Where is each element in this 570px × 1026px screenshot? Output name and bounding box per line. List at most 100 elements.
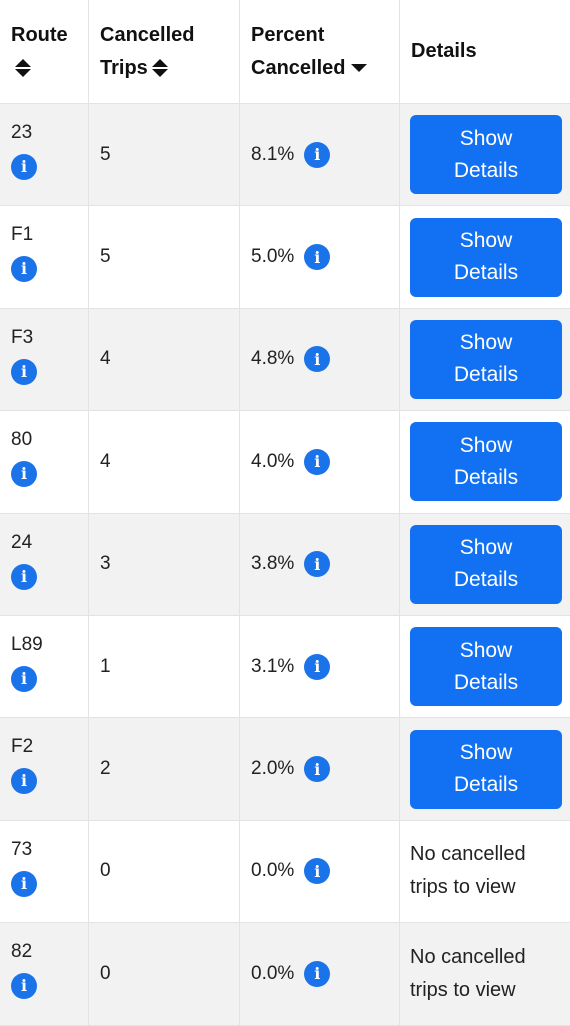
cancelled-trips-value: 4	[100, 450, 111, 472]
info-icon[interactable]: i	[304, 551, 331, 578]
percent-value: 2.0%	[251, 758, 295, 780]
show-details-label-line2: Details	[453, 670, 519, 694]
percent-value: 3.8%	[251, 553, 295, 575]
header-cancelled-trips[interactable]: Cancelled Trips	[89, 0, 240, 104]
show-details-button[interactable]: Show Details	[410, 319, 562, 399]
percent-value: 4.8%	[251, 348, 295, 370]
info-icon[interactable]: i	[11, 256, 37, 283]
info-icon[interactable]: i	[304, 448, 331, 475]
cancelled-trips-value: 0	[100, 962, 111, 984]
cancelled-trips-cell: 4	[89, 308, 240, 412]
show-details-button[interactable]: Show Details	[410, 524, 562, 604]
info-icon[interactable]: i	[11, 358, 37, 385]
cancelled-trips-cell: 2	[89, 718, 240, 821]
show-details-label-line1: Show	[459, 638, 513, 662]
no-details-text: No cancelled trips to view	[410, 838, 526, 904]
no-details-line2: trips to view	[410, 876, 516, 899]
show-details-button[interactable]: Show Details	[410, 217, 562, 297]
cancelled-trips-cell: 0	[89, 820, 240, 924]
route-cell: 80 i	[0, 411, 89, 514]
info-icon[interactable]: i	[304, 346, 331, 373]
header-percent-label: Percent	[251, 23, 325, 46]
route-cell: F3 i	[0, 308, 89, 412]
details-cell: Show Details	[400, 718, 570, 821]
route-cell: 24 i	[0, 513, 89, 616]
sort-both-icon[interactable]	[151, 59, 168, 78]
info-icon[interactable]: i	[304, 653, 331, 680]
show-details-label-line2: Details	[453, 158, 519, 182]
show-details-button[interactable]: Show Details	[410, 422, 562, 502]
route-number: L89	[11, 633, 43, 655]
route-number: F3	[11, 326, 34, 348]
header-trips-label: Trips	[100, 56, 148, 79]
show-details-label-line1: Show	[459, 331, 513, 355]
percent-value: 8.1%	[251, 143, 295, 165]
header-percent-cancelled[interactable]: Percent Cancelled	[240, 0, 400, 104]
route-number: F1	[11, 224, 34, 246]
header-cancelled-label: Cancelled	[100, 23, 195, 46]
route-cell: L89 i	[0, 615, 89, 719]
percent-cancelled-cell: 2.0% i	[240, 718, 400, 821]
route-cell: 23 i	[0, 104, 89, 207]
show-details-label-line1: Show	[459, 741, 513, 765]
details-cell: Show Details	[400, 206, 570, 309]
cancelled-trips-value: 5	[100, 246, 111, 268]
cancelled-trips-cell: 4	[89, 411, 240, 514]
percent-cancelled-cell: 3.1% i	[240, 615, 400, 719]
cancelled-trips-value: 4	[100, 348, 111, 370]
info-icon[interactable]: i	[11, 461, 37, 488]
show-details-button[interactable]: Show Details	[410, 627, 562, 707]
percent-cancelled-cell: 4.0% i	[240, 411, 400, 514]
no-details-line1: No cancelled	[410, 945, 526, 968]
show-details-label-line1: Show	[459, 433, 513, 457]
info-icon[interactable]: i	[11, 665, 37, 692]
no-details-text: No cancelled trips to view	[410, 941, 526, 1007]
details-cell: No cancelled trips to view	[400, 820, 570, 924]
info-icon[interactable]: i	[11, 768, 37, 795]
details-cell: Show Details	[400, 615, 570, 719]
header-route[interactable]: Route	[0, 0, 89, 104]
details-cell: Show Details	[400, 104, 570, 207]
route-cell: F1 i	[0, 206, 89, 309]
percent-value: 4.0%	[251, 450, 295, 472]
show-details-label-line2: Details	[453, 465, 519, 489]
cancelled-trips-cell: 5	[89, 206, 240, 309]
percent-cancelled-cell: 3.8% i	[240, 513, 400, 616]
info-icon[interactable]: i	[11, 154, 37, 180]
percent-cancelled-cell: 8.1% i	[240, 104, 400, 207]
sort-both-icon[interactable]	[15, 59, 31, 78]
cancelled-trips-cell: 3	[89, 513, 240, 616]
show-details-label-line2: Details	[453, 568, 519, 592]
details-cell: Show Details	[400, 513, 570, 616]
info-icon[interactable]: i	[304, 141, 331, 168]
show-details-label-line1: Show	[459, 126, 513, 150]
percent-cancelled-cell: 0.0% i	[240, 923, 400, 1026]
info-icon[interactable]: i	[304, 756, 331, 783]
route-number: 23	[11, 122, 33, 143]
show-details-label-line2: Details	[453, 363, 519, 387]
route-cell: F2 i	[0, 718, 89, 821]
info-icon[interactable]: i	[11, 973, 37, 1000]
cancelled-trips-cell: 5	[89, 104, 240, 207]
percent-value: 3.1%	[251, 655, 295, 677]
show-details-button[interactable]: Show Details	[410, 729, 562, 809]
info-icon[interactable]: i	[304, 858, 331, 885]
percent-cancelled-cell: 4.8% i	[240, 308, 400, 412]
show-details-label-line2: Details	[453, 261, 519, 285]
cancelled-trips-cell: 0	[89, 923, 240, 1026]
route-number: 73	[11, 838, 33, 860]
percent-cancelled-cell: 0.0% i	[240, 820, 400, 924]
percent-value: 0.0%	[251, 962, 295, 984]
cancelled-trips-value: 0	[100, 860, 111, 882]
route-number: 80	[11, 429, 33, 451]
show-details-button[interactable]: Show Details	[410, 115, 562, 195]
info-icon[interactable]: i	[11, 870, 37, 897]
info-icon[interactable]: i	[304, 960, 331, 987]
header-cancelled2-label: Cancelled	[251, 56, 346, 79]
cancelled-trips-value: 2	[100, 758, 111, 780]
info-icon[interactable]: i	[11, 563, 37, 590]
info-icon[interactable]: i	[304, 244, 331, 271]
cancelled-trips-cell: 1	[89, 615, 240, 719]
sort-desc-icon[interactable]	[351, 64, 368, 73]
